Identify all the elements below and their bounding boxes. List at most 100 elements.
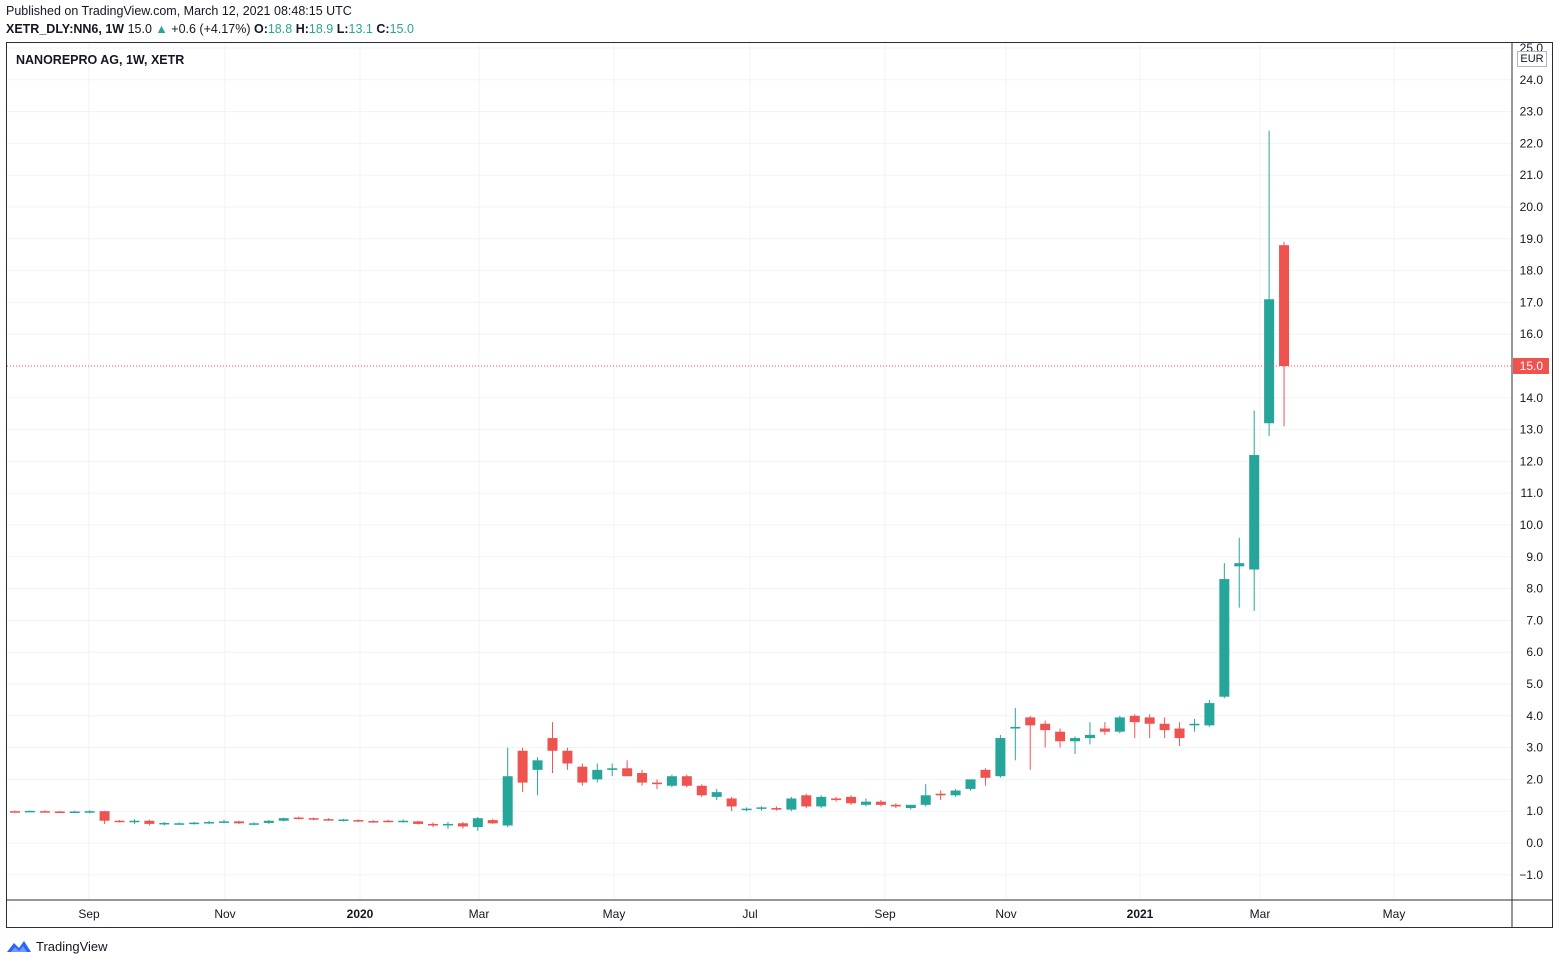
candle-body [189, 822, 200, 825]
candle-body [756, 807, 767, 809]
candle-body [980, 769, 991, 778]
candle-body [651, 782, 662, 785]
candle-body [159, 822, 170, 825]
candle-body [1040, 723, 1051, 731]
candle-body [1070, 738, 1081, 742]
x-tick-label: 2020 [347, 907, 374, 921]
candle-body [666, 776, 677, 786]
candle-body [875, 801, 886, 805]
y-tick-label: 10.0 [1520, 518, 1544, 532]
candle-body [1129, 715, 1140, 723]
last-price-label: 15.0 [1520, 359, 1544, 373]
footer[interactable]: TradingView [6, 936, 108, 956]
candle-body [1204, 703, 1215, 726]
ohlc-legend: XETR_DLY:NN6, 1W 15.0 ▲ +0.6 (+4.17%) O:… [6, 22, 414, 36]
candle-body [935, 793, 946, 796]
candle-body [293, 817, 304, 820]
x-tick-label: Nov [214, 907, 235, 921]
x-tick-label: Jul [742, 907, 757, 921]
y-tick-label: 19.0 [1520, 232, 1544, 246]
y-tick-label: 1.0 [1526, 804, 1543, 818]
x-tick-label: Sep [874, 907, 896, 921]
candle-body [846, 796, 857, 804]
y-tick-label: 21.0 [1520, 168, 1544, 182]
candle-body [54, 811, 65, 814]
candle-body [861, 801, 872, 805]
y-tick-label: 8.0 [1526, 582, 1543, 596]
candle-body [353, 820, 364, 822]
candle-body [413, 821, 424, 824]
candle-body [1279, 245, 1290, 366]
candle-body [592, 769, 603, 780]
candle-body [1084, 734, 1095, 739]
candle-body [248, 823, 259, 825]
y-tick-label: 0.0 [1526, 836, 1543, 850]
open-value: 18.8 [267, 22, 293, 36]
last-price-value: 15.0 [127, 22, 152, 36]
y-tick-label: 11.0 [1521, 486, 1544, 500]
candle-body [890, 804, 901, 807]
symbol-label: XETR_DLY:NN6, 1W [6, 22, 125, 36]
candle-body [607, 768, 618, 770]
y-tick-label: 4.0 [1526, 709, 1543, 723]
candle-body [99, 811, 110, 821]
candle-body [24, 810, 35, 813]
candle-body [263, 820, 274, 823]
tradingview-logo-icon [7, 941, 31, 952]
low-label: L: [336, 22, 349, 36]
candle-body [39, 811, 50, 813]
candle-body [1234, 563, 1245, 567]
candle-body [1114, 717, 1125, 732]
y-tick-label: −1.0 [1519, 868, 1543, 882]
chart-frame[interactable] [6, 42, 1553, 928]
candle-body [1055, 731, 1066, 742]
candle-body [920, 795, 931, 805]
candle-body [637, 773, 648, 783]
candle-body [1249, 455, 1260, 570]
candle-body [517, 750, 528, 783]
x-tick-label: 2021 [1127, 907, 1154, 921]
y-tick-label: 20.0 [1520, 200, 1544, 214]
y-tick-label: 9.0 [1526, 550, 1543, 564]
candle-body [831, 798, 842, 801]
x-tick-label: Sep [78, 907, 100, 921]
chart-title: NANOREPRO AG, 1W, XETR [16, 53, 185, 67]
candle-body [308, 818, 319, 820]
candle-body [10, 811, 20, 813]
candle-body [1189, 723, 1200, 726]
candle-body [1144, 717, 1155, 724]
candle-body [816, 796, 827, 807]
candle-body [577, 766, 588, 783]
candle-body [69, 811, 80, 814]
candle-body [801, 795, 812, 807]
candle-body [995, 738, 1006, 777]
candle-body [487, 820, 498, 824]
candle-body [562, 750, 573, 764]
y-tick-label: 17.0 [1520, 295, 1544, 309]
candle-body [219, 821, 230, 823]
candle-body [174, 823, 185, 825]
y-tick-label: 2.0 [1526, 772, 1543, 786]
candle-body [711, 792, 722, 797]
candle-body [472, 818, 483, 828]
y-tick-label: 5.0 [1526, 677, 1543, 691]
y-tick-label: 22.0 [1520, 136, 1544, 150]
candle-body [233, 821, 244, 824]
candle-body [144, 820, 155, 824]
candle-body [1025, 717, 1036, 726]
candle-body [1219, 579, 1230, 697]
candle-body [338, 819, 349, 821]
candle-body [726, 798, 737, 807]
candle-body [383, 820, 394, 823]
candle-body [129, 820, 140, 823]
change-value: +0.6 (+4.17%) [171, 22, 251, 36]
y-tick-label: 7.0 [1526, 613, 1543, 627]
candle-body [786, 798, 797, 810]
y-tick-label: 16.0 [1520, 327, 1544, 341]
candle-body [368, 821, 379, 823]
y-tick-label: 12.0 [1520, 454, 1544, 468]
candle-body [622, 768, 633, 777]
candle-body [278, 818, 289, 821]
y-tick-label: 13.0 [1520, 423, 1544, 437]
